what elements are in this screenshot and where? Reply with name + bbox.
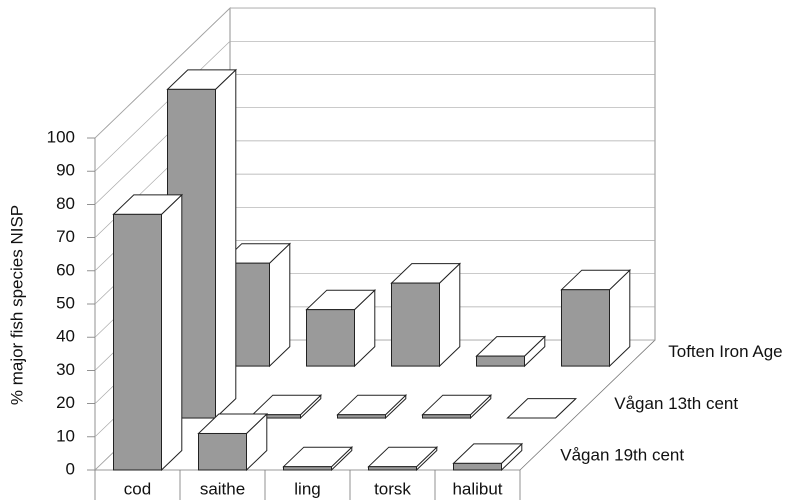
bar-side [161, 193, 183, 472]
bar [198, 432, 247, 471]
bar-top [282, 446, 354, 468]
bar [391, 282, 440, 367]
y-tick-label: 60 [56, 260, 75, 279]
bar-top [421, 394, 493, 416]
bar-top [506, 398, 578, 419]
bar-top [251, 394, 323, 416]
x-tick-label: ling [294, 479, 320, 498]
series-label: Toften Iron Age [668, 342, 782, 361]
y-tick-label: 30 [56, 360, 75, 379]
y-tick-label: 50 [56, 293, 75, 312]
grid-line [94, 7, 231, 139]
bar-side [215, 68, 237, 420]
x-tick-label: torsk [374, 479, 411, 498]
bar-top [336, 394, 408, 416]
y-tick-label: 80 [56, 194, 75, 213]
y-tick-label: 100 [47, 127, 75, 146]
series-label: Vågan 13th cent [614, 394, 738, 413]
bar [306, 309, 355, 367]
bar-side [269, 242, 291, 368]
bar [368, 466, 417, 471]
y-tick-label: 90 [56, 161, 75, 180]
series-label: Vågan 19th cent [560, 446, 684, 465]
x-tick-label: halibut [452, 479, 502, 498]
y-tick-label: 40 [56, 327, 75, 346]
bar [453, 462, 502, 471]
y-tick-label: 70 [56, 227, 75, 246]
x-tick-label: cod [124, 479, 151, 498]
bar-top [367, 446, 439, 468]
bar [337, 414, 386, 419]
grid-line [94, 41, 231, 172]
y-tick-label: 0 [66, 459, 75, 478]
bar [476, 355, 525, 367]
y-axis-title: % major fish species NISP [7, 205, 26, 405]
y-tick-label: 20 [56, 393, 75, 412]
bar [561, 289, 610, 367]
bar [283, 466, 332, 471]
y-tick-label: 10 [56, 426, 75, 445]
x-tick-label: saithe [200, 479, 245, 498]
bar [113, 213, 162, 471]
bar [422, 414, 471, 419]
